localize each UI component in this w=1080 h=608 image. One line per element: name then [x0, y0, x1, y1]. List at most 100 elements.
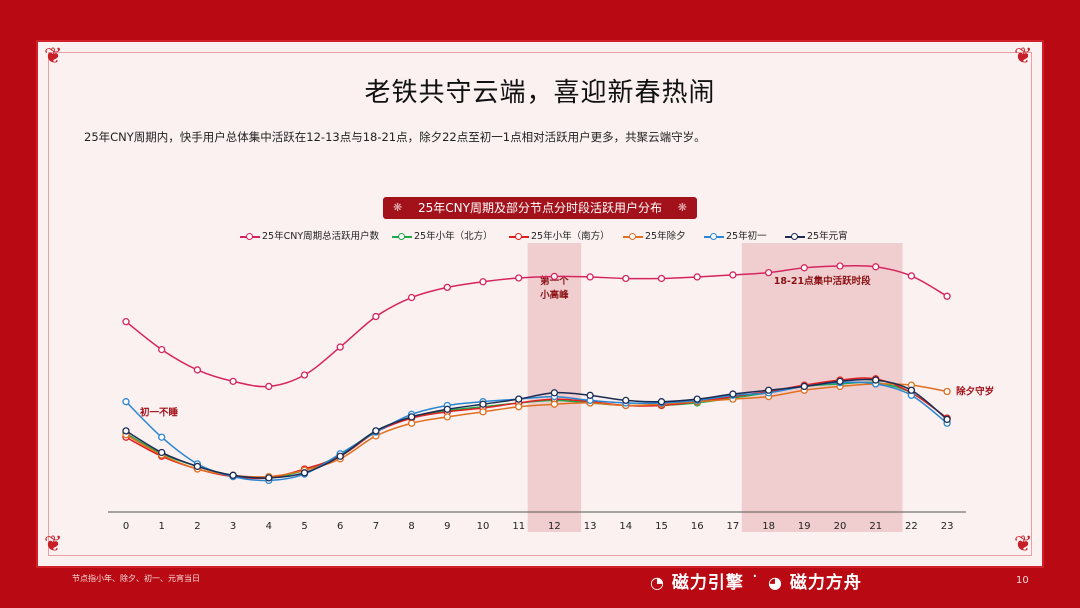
legend-label: 25年除夕 [645, 231, 686, 242]
data-point [836, 377, 844, 386]
x-tick-label: 3 [230, 521, 236, 532]
corner-ornament-icon: ❦ [44, 532, 63, 557]
highlight-label: 第一个 [540, 275, 569, 287]
data-point [657, 274, 666, 283]
legend-item: 25年元宵 [785, 229, 848, 245]
x-tick-label: 11 [512, 521, 525, 532]
x-tick-label: 1 [159, 521, 165, 532]
brand-cili-ark: ◕ 磁力方舟 [768, 568, 862, 593]
data-point [550, 400, 559, 408]
data-point [764, 268, 773, 277]
data-point [443, 283, 451, 292]
data-point [122, 427, 130, 435]
data-point [479, 278, 487, 286]
data-point [300, 469, 309, 477]
brand-logo-icon: ◕ [768, 573, 783, 592]
x-tick-label: 5 [301, 521, 307, 532]
data-point [443, 413, 451, 421]
brand-separator: · [752, 566, 758, 587]
data-point [907, 272, 916, 280]
x-tick-label: 15 [655, 521, 668, 532]
footnote: 节点指小年、除夕、初一、元宵当日 [72, 574, 200, 583]
data-point [515, 274, 523, 282]
legend-label: 25年元宵 [807, 231, 848, 242]
highlight-band [527, 243, 582, 532]
legend-item: 25年初一 [704, 229, 767, 245]
legend-swatch [509, 232, 529, 242]
x-tick-label: 10 [477, 521, 490, 532]
data-point [336, 452, 344, 460]
legend-item: 25年小年（南方） [509, 229, 610, 245]
corner-ornament-icon: ❦ [1014, 532, 1033, 557]
data-point [800, 264, 808, 272]
data-point [550, 272, 559, 281]
highlight-label: 小高峰 [539, 289, 569, 301]
data-point [764, 386, 773, 394]
page-title: 老铁共守云端，喜迎新春热闹 [364, 78, 716, 108]
data-point [836, 262, 844, 270]
x-tick-label: 14 [619, 521, 632, 532]
data-point [586, 391, 594, 399]
data-point [943, 415, 951, 424]
legend-item: 25年除夕 [623, 229, 686, 245]
data-point [407, 293, 416, 302]
data-point [407, 419, 416, 427]
data-point [407, 413, 416, 421]
data-point [729, 271, 737, 279]
data-point [229, 471, 237, 479]
page-subtitle: 25年CNY周期内，快手用户总体集中活跃在12-13点与18-21点，除夕22点… [84, 130, 706, 144]
x-tick-label: 13 [584, 521, 597, 532]
data-point [158, 448, 166, 457]
data-point [943, 292, 951, 300]
data-point [872, 263, 880, 271]
data-point [800, 382, 808, 391]
data-point [336, 343, 344, 351]
highlight-label: 18-21点集中活跃时段 [774, 275, 871, 287]
data-point [872, 376, 880, 384]
data-point [622, 274, 630, 283]
x-tick-label: 7 [373, 521, 379, 532]
x-tick-label: 21 [869, 521, 882, 532]
legend-swatch [240, 232, 260, 242]
data-point [586, 273, 594, 281]
data-point [193, 366, 202, 374]
legend-item: 25年CNY周期总活跃用户数 [240, 229, 379, 245]
data-point [622, 396, 630, 405]
x-tick-label: 20 [834, 521, 847, 532]
brand-logo-icon: ◔ [650, 573, 665, 592]
legend-item: 25年小年（北方） [392, 229, 493, 245]
data-point [300, 371, 309, 379]
legend-swatch [392, 232, 412, 242]
legend-swatch [623, 232, 643, 242]
data-point [265, 474, 273, 482]
x-tick-label: 6 [337, 521, 343, 532]
legend-label: 25年CNY周期总活跃用户数 [262, 231, 380, 242]
data-point [158, 433, 166, 441]
x-tick-label: 9 [444, 521, 450, 532]
data-point [158, 345, 166, 354]
x-tick-label: 23 [941, 521, 954, 532]
data-point [122, 398, 130, 406]
x-tick-label: 18 [762, 521, 775, 532]
legend-swatch [785, 232, 805, 242]
x-tick-label: 2 [194, 521, 200, 532]
x-tick-label: 22 [905, 521, 918, 532]
legend-label: 25年小年（北方） [414, 231, 493, 242]
data-point [479, 408, 487, 416]
brand-cili-engine: ◔ 磁力引擎 [650, 568, 744, 593]
data-point [443, 405, 451, 413]
data-point [943, 387, 951, 396]
data-point [657, 398, 666, 406]
x-tick-label: 0 [123, 521, 129, 532]
x-tick-label: 12 [548, 521, 561, 532]
data-point [729, 390, 737, 398]
series-annotation: 除夕守岁 [956, 386, 994, 398]
data-point [372, 427, 380, 435]
data-point [907, 386, 916, 394]
corner-ornament-icon: ❦ [44, 44, 63, 69]
data-point [693, 273, 701, 281]
series-annotation: 初一不睡 [140, 407, 179, 419]
corner-ornament-icon: ❦ [1014, 44, 1033, 69]
